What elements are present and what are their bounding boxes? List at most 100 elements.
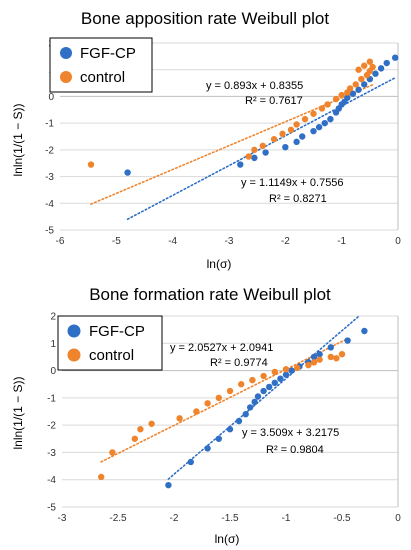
x-tick-label: -3 bbox=[58, 513, 67, 524]
point-control bbox=[137, 426, 144, 433]
point-fgf-cp bbox=[288, 367, 295, 374]
point-fgf-cp bbox=[316, 351, 323, 358]
y-tick-label: -4 bbox=[45, 199, 54, 210]
point-fgf-cp bbox=[310, 127, 317, 135]
point-fgf-cp bbox=[242, 411, 249, 418]
point-fgf-cp bbox=[310, 353, 318, 361]
point-fgf-cp bbox=[299, 133, 306, 140]
point-control bbox=[316, 356, 323, 363]
equation-fgf-cp: y = 1.1149x + 0.7556 bbox=[241, 177, 344, 189]
x-tick-label: 0 bbox=[395, 236, 401, 247]
trendline-fgf-cp bbox=[167, 315, 360, 480]
point-fgf-cp bbox=[327, 344, 334, 351]
legend-box bbox=[49, 37, 153, 93]
point-fgf-cp bbox=[349, 90, 357, 97]
y-tick-label: -5 bbox=[45, 226, 54, 237]
point-control bbox=[366, 58, 374, 65]
x-tick-label: -6 bbox=[56, 236, 65, 247]
point-fgf-cp bbox=[204, 445, 211, 452]
equation-control: y = 0.893x + 0.8355 bbox=[206, 80, 303, 92]
x-tick-label: -5 bbox=[112, 236, 121, 247]
data-points bbox=[87, 54, 399, 176]
legend-label-fgf-cp: FGF-CP bbox=[80, 45, 136, 62]
point-control bbox=[338, 351, 346, 358]
x-tick-label: -1 bbox=[337, 236, 346, 247]
point-control bbox=[352, 81, 359, 88]
point-control bbox=[305, 361, 312, 369]
point-control bbox=[131, 435, 138, 442]
r2-fgf-cp: R² = 0.8271 bbox=[269, 193, 327, 205]
point-control bbox=[271, 368, 278, 376]
point-control bbox=[87, 161, 95, 168]
legend: FGF-CP control bbox=[57, 315, 163, 371]
y-tick-label: -1 bbox=[45, 119, 54, 130]
x-axis-label: ln(σ) bbox=[207, 257, 232, 271]
y-tick-label: -3 bbox=[47, 448, 56, 459]
point-control bbox=[327, 353, 334, 361]
legend-marker-fgf-cp bbox=[60, 47, 72, 59]
point-fgf-cp bbox=[215, 435, 222, 442]
point-fgf-cp bbox=[344, 94, 351, 101]
legend-label-control: control bbox=[80, 69, 125, 86]
y-tick-label: -4 bbox=[47, 475, 56, 486]
trendlines bbox=[100, 315, 360, 480]
legend-marker-fgf-cp bbox=[67, 324, 81, 338]
point-control bbox=[358, 75, 365, 83]
point-control bbox=[361, 62, 368, 69]
point-control bbox=[324, 101, 331, 108]
point-control bbox=[260, 372, 267, 380]
data-points bbox=[98, 327, 368, 489]
point-control bbox=[215, 394, 222, 402]
y-tick-label: -2 bbox=[47, 421, 56, 432]
point-fgf-cp bbox=[383, 59, 390, 67]
point-fgf-cp bbox=[282, 371, 290, 378]
point-control bbox=[270, 135, 278, 143]
x-tick-label: -3 bbox=[225, 236, 234, 247]
point-fgf-cp bbox=[260, 387, 267, 395]
y-tick-label: -1 bbox=[47, 393, 56, 404]
point-fgf-cp bbox=[251, 154, 258, 162]
point-control bbox=[245, 153, 252, 160]
x-tick-label: -1 bbox=[282, 513, 291, 524]
r2-control: R² = 0.9774 bbox=[210, 357, 268, 369]
point-fgf-cp bbox=[237, 161, 244, 168]
x-tick-label: -2 bbox=[281, 236, 290, 247]
point-fgf-cp bbox=[321, 119, 328, 127]
y-tick-label: 1 bbox=[50, 339, 56, 350]
trendline-control bbox=[90, 84, 374, 205]
chart-apposition: Bone apposition rate Weibull plot -5 -4 -3… bbox=[11, 9, 401, 271]
point-fgf-cp bbox=[372, 70, 379, 77]
chart-title: Bone apposition rate Weibull plot bbox=[81, 9, 330, 28]
y-tick-label: -3 bbox=[45, 172, 54, 183]
point-control bbox=[251, 146, 258, 154]
y-tick-label: 0 bbox=[48, 92, 54, 103]
tick-labels: -5 -4 -3 -2 -1 0 1 2 -3 -2.5 -2 -1.5 -1 -0.5 0 bbox=[47, 312, 401, 525]
point-fgf-cp bbox=[344, 337, 351, 344]
point-control bbox=[176, 415, 183, 422]
point-control bbox=[310, 359, 318, 366]
point-control bbox=[318, 105, 326, 112]
point-fgf-cp bbox=[235, 417, 243, 425]
point-control bbox=[293, 121, 300, 128]
chart-title: Bone formation rate Weibull plot bbox=[89, 285, 331, 304]
point-fgf-cp bbox=[355, 86, 362, 93]
point-fgf-cp bbox=[124, 169, 131, 176]
point-control bbox=[109, 449, 116, 456]
point-control bbox=[226, 387, 234, 395]
x-tick-label: -0.5 bbox=[333, 513, 351, 524]
point-control bbox=[333, 355, 340, 362]
point-fgf-cp bbox=[254, 393, 262, 400]
point-fgf-cp bbox=[282, 143, 289, 151]
point-fgf-cp bbox=[262, 149, 269, 156]
legend-label-control: control bbox=[89, 347, 134, 364]
equation-control: y = 2.0527x + 2.0941 bbox=[170, 342, 273, 354]
x-tick-label: 0 bbox=[395, 513, 401, 524]
x-axis-label: ln(σ) bbox=[215, 532, 240, 546]
point-control bbox=[294, 364, 301, 372]
legend: FGF-CP control bbox=[49, 37, 153, 93]
point-control bbox=[310, 110, 317, 117]
point-fgf-cp bbox=[165, 481, 172, 489]
legend-marker-control bbox=[60, 71, 72, 83]
point-control bbox=[369, 63, 376, 71]
